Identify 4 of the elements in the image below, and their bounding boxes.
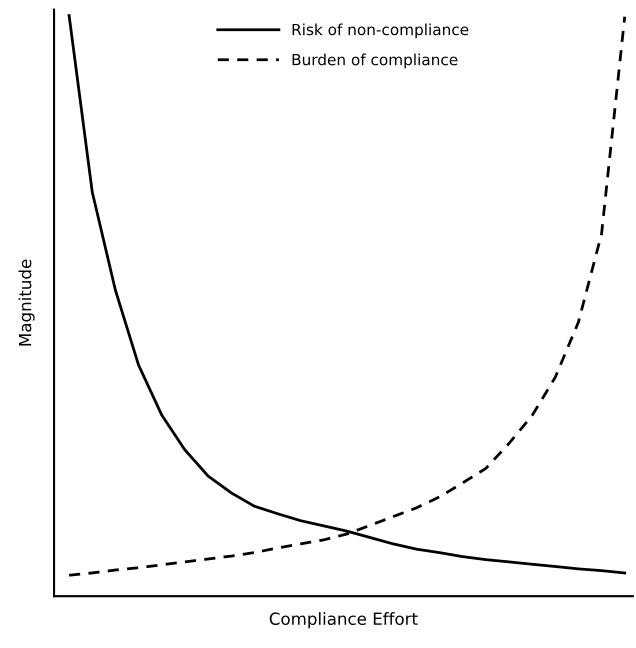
legend-label: Burden of compliance (292, 54, 458, 68)
y-axis-title: Magnitude (18, 260, 35, 346)
x-axis-title: Compliance Effort (270, 612, 418, 628)
legend-label: Risk of non-compliance (292, 23, 468, 38)
